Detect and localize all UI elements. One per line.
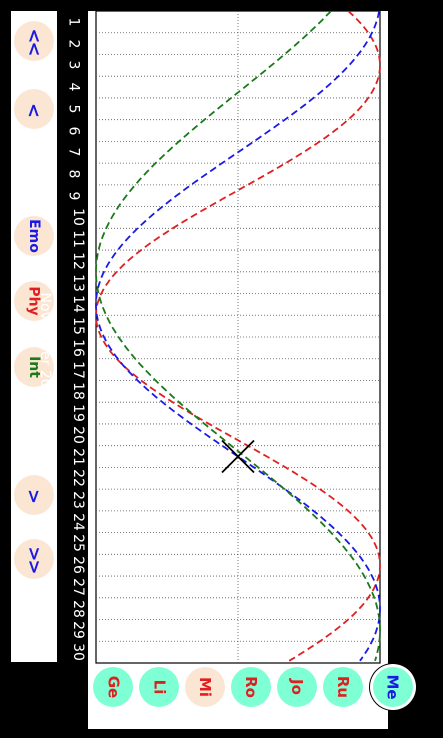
series-line-phy [95, 11, 381, 662]
person-label: Ro [241, 676, 260, 698]
x-tick-label: 15 [69, 317, 86, 336]
x-tick-label: 17 [69, 360, 86, 379]
fast-forward-label: >> [23, 545, 45, 573]
x-tick-label: 21 [69, 447, 86, 466]
person-button-mi[interactable]: Mi [185, 667, 225, 707]
x-tick-label: 26 [69, 556, 86, 575]
x-tick-label: 22 [69, 469, 86, 488]
x-tick-label: 3 [65, 60, 82, 70]
x-tick-label: 20 [69, 425, 86, 444]
person-button-ru[interactable]: Ru [323, 667, 363, 707]
x-tick-label: 23 [69, 491, 86, 509]
person-label: Jo [287, 679, 306, 695]
x-tick-label: 4 [65, 82, 82, 92]
emo-toggle-button[interactable]: Emo [14, 216, 54, 256]
x-tick-label: 9 [65, 191, 82, 201]
x-tick-label: 5 [65, 104, 82, 114]
x-tick-label: 1 [65, 17, 82, 27]
x-tick-label: 25 [69, 534, 86, 553]
person-label: Me [383, 674, 402, 700]
biorhythm-chart[interactable] [88, 11, 388, 729]
person-button-ro[interactable]: Ro [231, 667, 271, 707]
series-line-int [95, 11, 381, 662]
emo-label: Emo [26, 219, 42, 253]
x-tick-label: 16 [69, 338, 86, 357]
forward-label: > [23, 488, 45, 502]
person-button-jo[interactable]: Jo [277, 667, 317, 707]
x-tick-label: 30 [69, 643, 86, 662]
series-line-emo [95, 11, 381, 662]
fast-back-label: << [23, 27, 45, 55]
x-tick-label: 6 [65, 126, 82, 135]
x-tick-label: 12 [69, 252, 86, 270]
x-tick-label: 11 [69, 230, 86, 249]
x-tick-label: 19 [69, 404, 86, 422]
x-tick-label: 2 [65, 39, 82, 49]
x-tick-label: 29 [69, 621, 86, 640]
person-button-me[interactable]: Me [373, 667, 413, 707]
date-axis: November 2013 1 2 3 4 5 6 7 8 9 10 11 12 13 14 15 16 17 1… [37, 11, 92, 663]
person-button-ge[interactable]: Ge [93, 667, 133, 707]
person-button-li[interactable]: Li [139, 667, 179, 707]
back-button[interactable]: < [14, 89, 54, 129]
x-tick-label: 8 [65, 169, 82, 179]
x-tick-label: 7 [65, 147, 82, 157]
person-label: Ru [333, 675, 352, 699]
fast-back-button[interactable]: << [14, 21, 54, 61]
today-marker [221, 439, 255, 474]
int-toggle-button[interactable]: Int [14, 347, 54, 387]
person-label: Mi [195, 676, 214, 698]
x-tick-label: 18 [69, 382, 86, 401]
chart-panel: Ge Li Mi Ro Jo Ru Me [88, 11, 413, 729]
x-tick-label: 13 [69, 273, 86, 292]
x-tick-label: 27 [69, 578, 86, 596]
left-control-panel: << < Emo Phy Int > >> [11, 11, 57, 662]
phy-toggle-button[interactable]: Phy [14, 281, 54, 321]
month-label: November 2013 [37, 292, 53, 406]
x-tick-label: 14 [69, 295, 86, 314]
forward-button[interactable]: > [14, 475, 54, 515]
x-tick-label: 28 [69, 599, 86, 618]
person-label: Li [149, 679, 168, 695]
x-tick-label: 24 [69, 512, 86, 531]
fast-forward-button[interactable]: >> [14, 539, 54, 579]
back-label: < [23, 102, 45, 116]
person-label: Ge [104, 675, 122, 699]
x-tick-label: 10 [69, 208, 86, 227]
